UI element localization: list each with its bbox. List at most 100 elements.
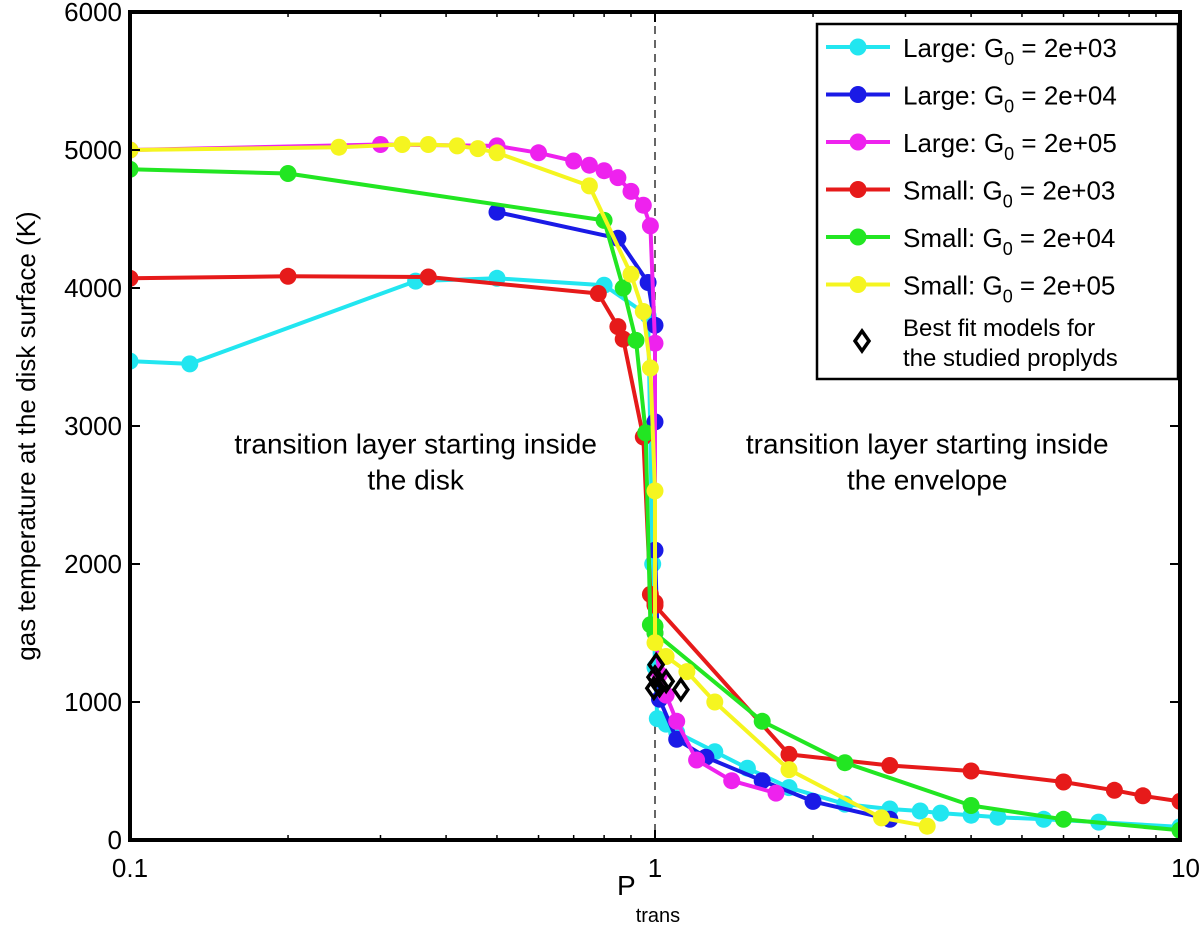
best-fit-diamond (656, 668, 676, 695)
data-point (634, 196, 652, 214)
annotation-2: transition layer starting inside the enve… (746, 429, 1109, 496)
legend-label-subscript: 0 (1003, 239, 1013, 259)
data-point (330, 138, 348, 156)
data-point (609, 169, 627, 187)
legend-label-subscript: 0 (1004, 144, 1014, 164)
legend-label-main: Small: G (903, 271, 1003, 301)
data-point (393, 136, 411, 153)
data-point (989, 808, 1007, 826)
y-tick-label: 4000 (64, 273, 122, 303)
legend-swatch-marker (849, 38, 867, 56)
legend-label-subscript: 0 (1004, 49, 1014, 69)
data-point (595, 162, 613, 180)
data-point (1105, 781, 1123, 799)
legend-label-main: Large: G (903, 33, 1004, 63)
data-point (589, 285, 607, 302)
data-point (530, 144, 547, 162)
annotation-line: the envelope (847, 465, 1007, 496)
data-point (918, 817, 936, 835)
data-point (962, 762, 980, 780)
series-layer (130, 12, 1180, 840)
y-tick-label: 5000 (64, 135, 122, 165)
data-point (646, 634, 664, 652)
legend-label-subscript: 0 (1003, 192, 1013, 212)
data-point (688, 751, 706, 769)
data-point (668, 730, 686, 748)
data-point (419, 268, 437, 286)
x-tick-label: 0.1 (112, 853, 148, 883)
x-axis-label-main: P (617, 870, 636, 901)
annotation-line: transition layer starting inside (234, 429, 597, 460)
annotation-1: transition layer starting inside the disk (234, 429, 597, 496)
data-point (668, 712, 686, 730)
data-point (130, 269, 139, 287)
data-point (627, 331, 645, 349)
y-tick-label: 0 (108, 825, 122, 855)
data-point (419, 136, 437, 153)
annotation-line: transition layer starting inside (746, 429, 1109, 460)
legend-entry-label: Large: G0 = 2e+04 (903, 81, 1117, 117)
data-point (911, 802, 929, 820)
y-tick-label: 3000 (64, 411, 122, 441)
legend-label-value: = 2e+05 (1013, 271, 1116, 301)
data-point (279, 267, 297, 285)
legend-entry-label: Small: G0 = 2e+05 (903, 271, 1115, 307)
legend-entry-label: Small: G0 = 2e+03 (903, 176, 1115, 212)
axes-layer (128, 10, 1182, 842)
legend-label-subscript: 0 (1003, 287, 1013, 307)
data-point (634, 303, 652, 320)
legend-best-fit-label: Best fit models for the studied proplyds (903, 315, 1118, 372)
y-tick-label: 2000 (64, 549, 122, 579)
data-point (614, 330, 632, 348)
data-point (1055, 773, 1072, 791)
legend-label-value: = 2e+04 (1014, 81, 1117, 111)
data-point (962, 797, 980, 814)
x-axis-label-subscript: trans (636, 905, 680, 927)
text-layer: 0 1000 2000 3000 4000 5000 6000 0.1 1 10 Ptrans gas… (11, 0, 1200, 927)
legend-entry-label: Large: G0 = 2e+05 (903, 128, 1117, 164)
data-point (646, 334, 664, 352)
legend-label-main: Small: G (903, 223, 1003, 253)
y-tick-label: 1000 (64, 687, 122, 717)
data-point (637, 424, 655, 442)
annotation-line: the disk (367, 465, 464, 496)
data-point (780, 745, 798, 763)
legend-label-value: = 2e+05 (1014, 128, 1117, 158)
data-point (932, 804, 950, 822)
legend-label-value: = 2e+03 (1013, 176, 1116, 206)
legend-swatch-marker (849, 276, 867, 293)
legend-box (815, 22, 1180, 381)
legend-best-fit-line: the studied proplyds (903, 345, 1118, 372)
data-point (753, 772, 771, 790)
best-fit-layer (644, 651, 690, 703)
data-point (767, 784, 785, 802)
data-point (488, 203, 506, 221)
data-point (448, 137, 466, 155)
data-point (641, 359, 659, 377)
data-point (1055, 810, 1072, 828)
data-point (804, 792, 822, 810)
data-point (641, 217, 659, 235)
legend-swatch-marker (849, 228, 867, 246)
series-6 (130, 136, 936, 835)
legend-label-value: = 2e+03 (1014, 33, 1117, 63)
best-fit-diamond (671, 676, 690, 703)
legend-entry-label: Small: G0 = 2e+04 (903, 223, 1115, 259)
x-tick-label: 10 (1171, 853, 1200, 883)
data-point (488, 144, 506, 162)
legend-label-value: = 2e+04 (1013, 223, 1116, 253)
data-point (753, 712, 771, 730)
y-tick-label: 6000 (64, 0, 122, 27)
data-point (780, 761, 798, 779)
x-axis-label: Ptrans (617, 870, 680, 927)
data-point (1171, 792, 1180, 810)
data-point (646, 482, 664, 500)
legend-swatch-marker (849, 133, 867, 151)
data-point (723, 772, 741, 790)
y-axis-label: gas temperature at the disk surface (K) (11, 211, 41, 660)
data-point (706, 693, 724, 711)
legend-swatch-marker (849, 86, 867, 103)
legend-best-fit-diamond (852, 327, 872, 355)
